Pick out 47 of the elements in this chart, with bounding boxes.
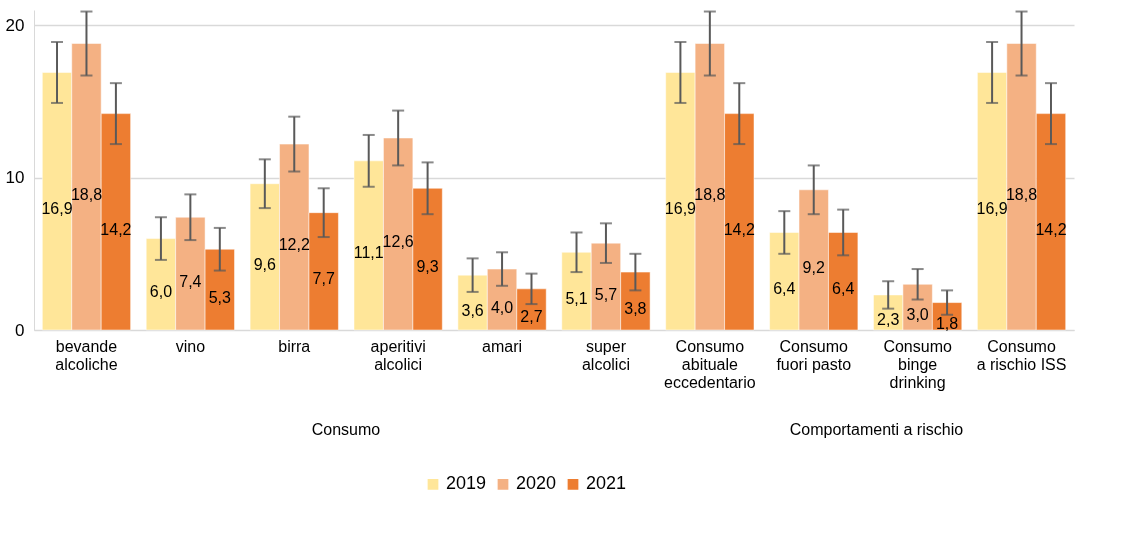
x-tick-label: Consumo abituale eccedentario (664, 337, 756, 391)
data-label: 18,8 (70, 185, 103, 203)
x-tick-label: bevande alcoliche (55, 337, 118, 373)
data-label: 18,8 (1005, 185, 1038, 203)
data-label: 11,1 (353, 244, 384, 262)
data-label: 18,8 (694, 185, 726, 203)
data-label: 1,8 (935, 315, 959, 333)
data-label: 9,2 (802, 258, 825, 276)
data-label: 4,0 (490, 298, 514, 316)
data-label: 14,2 (1035, 220, 1067, 238)
data-label: 5,1 (565, 290, 588, 308)
data-label: 6,4 (773, 280, 796, 298)
data-label: 12,6 (382, 233, 414, 250)
data-label: 3,0 (906, 306, 929, 324)
y-tick-label: 20 (5, 15, 25, 35)
x-tick-label: amari (482, 337, 523, 355)
data-label: 5,7 (594, 285, 618, 303)
x-tick-label: vino (175, 337, 206, 355)
data-label: 16,9 (664, 200, 697, 218)
y-tick-label: 10 (5, 168, 25, 188)
data-label: 3,8 (624, 300, 647, 318)
data-label: 6,0 (149, 283, 173, 301)
legend-label: 2020 (516, 473, 557, 494)
data-label: 5,3 (208, 288, 232, 306)
legend-label: 2019 (446, 473, 487, 494)
data-label: 3,6 (461, 301, 484, 319)
data-label: 16,9 (41, 200, 73, 218)
data-label: 14,2 (723, 220, 755, 238)
x-tick-label: super alcolici (581, 337, 630, 373)
data-label: 9,3 (416, 258, 439, 276)
x-tick-label: Consumo fuori pasto (776, 337, 852, 373)
legend-label: 2021 (586, 473, 627, 494)
x-tick-label: Consumo binge drinking (883, 337, 952, 391)
y-tick-label: 0 (15, 320, 25, 340)
data-label: 12,2 (278, 236, 310, 254)
x-tick-label: Consumo a rischio ISS (976, 337, 1067, 373)
text: Comportamenti a rischio (789, 421, 964, 438)
x-tick-label: aperitivi alcolici (370, 337, 426, 373)
data-label: 9,6 (253, 255, 277, 273)
text: Consumo (311, 421, 381, 438)
x-tick-label: birra (278, 337, 311, 355)
data-label: 7,4 (179, 272, 202, 290)
data-label: 6,4 (832, 280, 855, 298)
data-label: 2,3 (877, 311, 900, 329)
data-label: 7,7 (312, 270, 335, 288)
data-label: 16,9 (976, 200, 1008, 218)
data-label: 2,7 (520, 308, 543, 326)
